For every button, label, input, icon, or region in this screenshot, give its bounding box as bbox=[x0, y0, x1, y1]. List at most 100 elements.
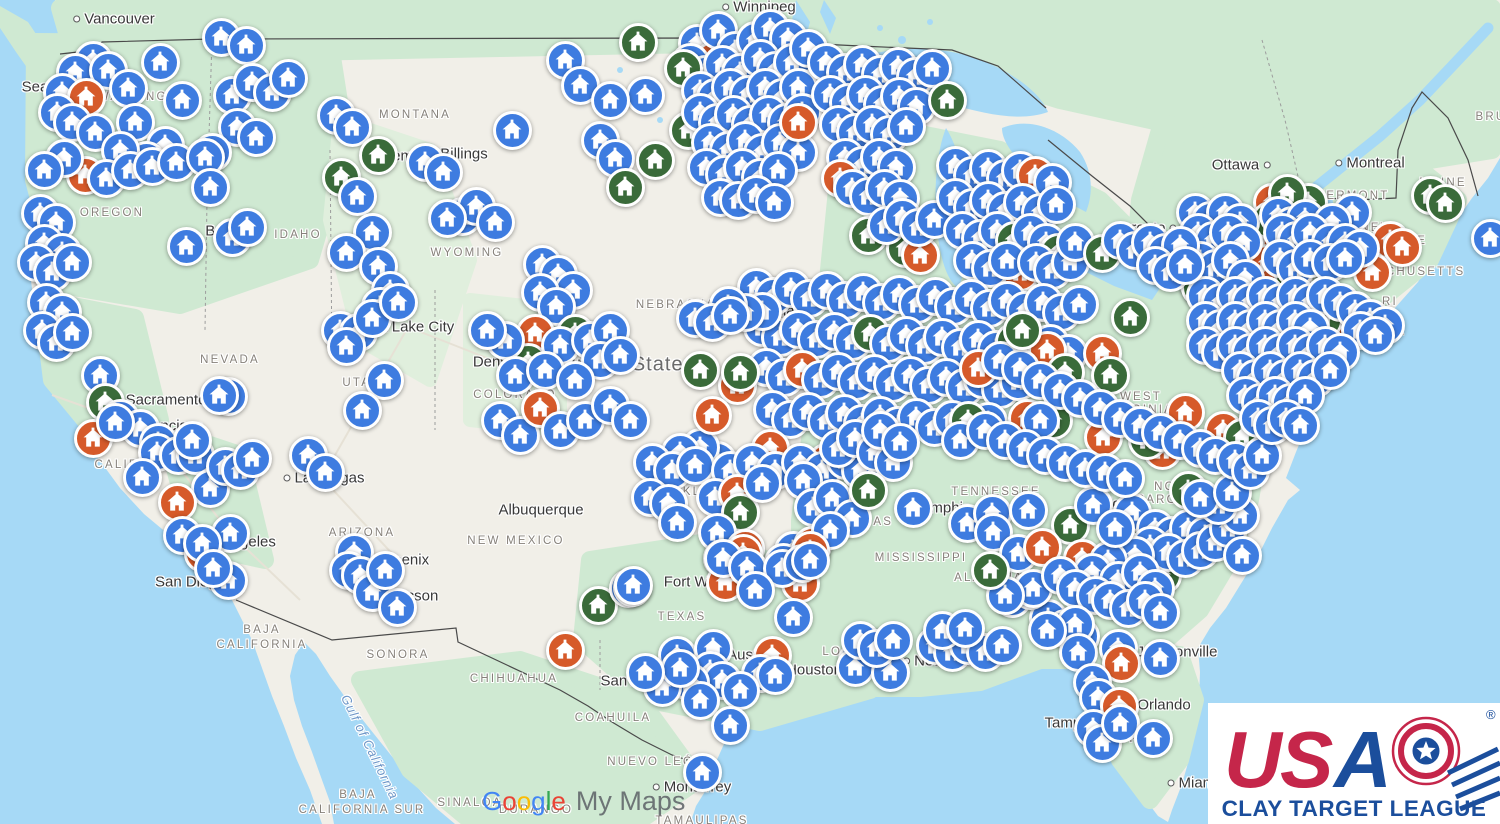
school-marker[interactable] bbox=[423, 152, 463, 192]
school-marker[interactable] bbox=[1140, 592, 1180, 632]
school-marker[interactable] bbox=[720, 352, 760, 392]
school-marker[interactable] bbox=[190, 167, 230, 207]
school-marker[interactable] bbox=[778, 102, 818, 142]
school-marker[interactable] bbox=[1002, 310, 1042, 350]
school-marker[interactable] bbox=[1470, 218, 1500, 258]
school-marker[interactable] bbox=[773, 597, 813, 637]
school-marker[interactable] bbox=[305, 452, 345, 492]
school-marker[interactable] bbox=[613, 565, 653, 605]
school-marker[interactable] bbox=[475, 202, 515, 242]
school-marker[interactable] bbox=[467, 310, 507, 350]
school-marker[interactable] bbox=[720, 670, 760, 710]
school-marker[interactable] bbox=[710, 295, 750, 335]
school-marker[interactable] bbox=[682, 752, 722, 792]
school-marker[interactable] bbox=[982, 625, 1022, 665]
school-marker[interactable] bbox=[635, 140, 675, 180]
school-marker[interactable] bbox=[268, 58, 308, 98]
school-marker[interactable] bbox=[24, 150, 64, 190]
school-marker[interactable] bbox=[945, 608, 985, 648]
school-marker[interactable] bbox=[555, 360, 595, 400]
school-marker[interactable] bbox=[660, 648, 700, 688]
school-marker[interactable] bbox=[912, 48, 952, 88]
school-marker[interactable] bbox=[1008, 490, 1048, 530]
school-marker[interactable] bbox=[1095, 508, 1135, 548]
school-marker[interactable] bbox=[358, 135, 398, 175]
google-logo[interactable]: Google bbox=[482, 786, 566, 816]
school-marker[interactable] bbox=[365, 550, 405, 590]
map-label: Sacramento bbox=[125, 391, 207, 409]
school-marker[interactable] bbox=[605, 167, 645, 207]
school-marker[interactable] bbox=[703, 538, 743, 578]
map-label: NEVADA bbox=[200, 354, 260, 366]
school-marker[interactable] bbox=[790, 540, 830, 580]
school-marker[interactable] bbox=[1222, 535, 1262, 575]
school-marker[interactable] bbox=[625, 652, 665, 692]
school-marker[interactable] bbox=[545, 630, 585, 670]
school-marker[interactable] bbox=[337, 176, 377, 216]
school-marker[interactable] bbox=[735, 570, 775, 610]
school-marker[interactable] bbox=[226, 25, 266, 65]
school-marker[interactable] bbox=[108, 68, 148, 108]
school-marker[interactable] bbox=[600, 335, 640, 375]
school-marker[interactable] bbox=[166, 226, 206, 266]
school-marker[interactable] bbox=[618, 22, 658, 62]
school-marker[interactable] bbox=[927, 80, 967, 120]
school-marker[interactable] bbox=[1355, 315, 1395, 355]
school-marker[interactable] bbox=[332, 107, 372, 147]
schoolhouse-icon bbox=[750, 471, 774, 495]
school-marker[interactable] bbox=[710, 705, 750, 745]
school-marker[interactable] bbox=[692, 395, 732, 435]
school-marker[interactable] bbox=[848, 470, 888, 510]
school-marker[interactable] bbox=[755, 655, 795, 695]
school-marker[interactable] bbox=[52, 242, 92, 282]
school-marker[interactable] bbox=[342, 390, 382, 430]
school-marker[interactable] bbox=[680, 680, 720, 720]
school-marker[interactable] bbox=[378, 282, 418, 322]
school-marker[interactable] bbox=[236, 117, 276, 157]
school-marker[interactable] bbox=[742, 463, 782, 503]
schoolhouse-icon bbox=[798, 548, 822, 572]
school-marker[interactable] bbox=[1059, 284, 1099, 324]
school-marker[interactable] bbox=[1382, 227, 1422, 267]
school-marker[interactable] bbox=[157, 482, 197, 522]
school-marker[interactable] bbox=[377, 587, 417, 627]
school-marker[interactable] bbox=[232, 438, 272, 478]
school-marker[interactable] bbox=[193, 548, 233, 588]
school-marker[interactable] bbox=[1133, 718, 1173, 758]
school-marker[interactable] bbox=[122, 457, 162, 497]
school-marker[interactable] bbox=[987, 240, 1027, 280]
school-marker[interactable] bbox=[970, 550, 1010, 590]
school-marker[interactable] bbox=[1325, 238, 1365, 278]
school-marker[interactable] bbox=[754, 182, 794, 222]
school-marker[interactable] bbox=[1165, 245, 1205, 285]
school-marker[interactable] bbox=[1425, 183, 1465, 223]
school-marker[interactable] bbox=[657, 502, 697, 542]
school-marker[interactable] bbox=[427, 198, 467, 238]
school-marker[interactable] bbox=[172, 420, 212, 460]
school-marker[interactable] bbox=[610, 400, 650, 440]
school-marker[interactable] bbox=[492, 110, 532, 150]
school-marker[interactable] bbox=[625, 75, 665, 115]
school-marker[interactable] bbox=[162, 80, 202, 120]
school-marker[interactable] bbox=[52, 312, 92, 352]
school-marker[interactable] bbox=[1100, 703, 1140, 743]
school-marker[interactable] bbox=[199, 375, 239, 415]
school-marker[interactable] bbox=[140, 42, 180, 82]
school-marker[interactable] bbox=[1280, 405, 1320, 445]
school-marker[interactable] bbox=[1105, 458, 1145, 498]
school-marker[interactable] bbox=[1101, 643, 1141, 683]
school-marker[interactable] bbox=[1110, 297, 1150, 337]
school-marker[interactable] bbox=[880, 422, 920, 462]
school-marker[interactable] bbox=[886, 106, 926, 146]
school-marker[interactable] bbox=[590, 80, 630, 120]
school-marker[interactable] bbox=[364, 360, 404, 400]
school-marker[interactable] bbox=[227, 207, 267, 247]
school-marker[interactable] bbox=[680, 350, 720, 390]
schoolhouse-icon bbox=[174, 234, 198, 258]
school-marker[interactable] bbox=[873, 620, 913, 660]
school-marker[interactable] bbox=[95, 402, 135, 442]
school-marker[interactable] bbox=[893, 488, 933, 528]
school-marker[interactable] bbox=[1027, 610, 1067, 650]
school-marker[interactable] bbox=[1140, 638, 1180, 678]
